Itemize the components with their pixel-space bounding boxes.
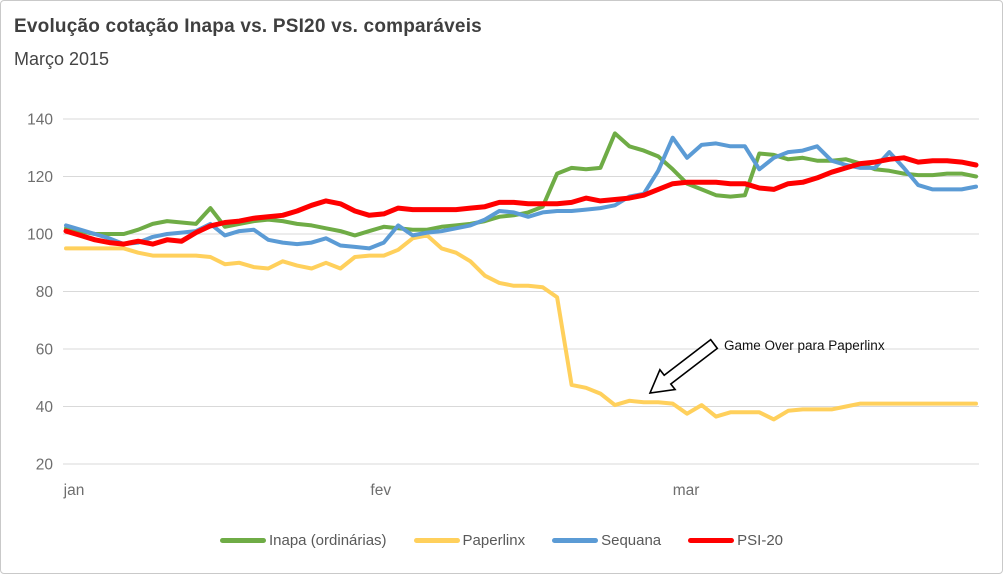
series-lines (63, 131, 979, 422)
legend-label: PSI-20 (737, 532, 784, 549)
x-axis-month-label: fev (370, 482, 391, 499)
legend-swatch (688, 538, 735, 543)
legend-label: Sequana (601, 532, 662, 549)
legend-swatch (219, 538, 266, 543)
annotation-text: Game Over para Paperlinx (724, 338, 885, 353)
legend-item-psi-20: PSI-20 (688, 532, 783, 549)
y-axis-tick-label: 120 (27, 169, 53, 186)
y-axis-tick-label: 40 (36, 399, 54, 416)
series-line-paperlinx (64, 233, 978, 422)
series-line-inapa-ordin-rias- (64, 131, 978, 238)
legend-label: Paperlinx (462, 532, 526, 549)
x-axis-labels: jan fev mar (63, 482, 700, 499)
annotation-arrow (648, 338, 719, 394)
legend-swatch (552, 538, 599, 543)
x-axis-month-label: mar (673, 482, 700, 499)
legend-item-paperlinx: Paperlinx (413, 532, 526, 549)
series-line-psi-20 (63, 155, 979, 247)
y-axis-tick-label: 100 (27, 227, 53, 244)
legend: Inapa (ordinárias) Paperlinx Sequana PSI-20 (1, 532, 1002, 549)
y-axis-tick-label: 60 (36, 342, 54, 359)
series-line-sequana (64, 135, 978, 251)
legend-item-inapa-ordin-rias-: Inapa (ordinárias) (219, 532, 387, 549)
x-axis-month-label: jan (63, 482, 85, 499)
legend-item-sequana: Sequana (552, 532, 661, 549)
gridlines (63, 118, 979, 465)
y-axis-tick-label: 140 (27, 112, 53, 129)
y-axis-tick-label: 20 (36, 457, 54, 474)
y-axis-labels: 20 40 60 80 100 120 140 (27, 112, 53, 474)
legend-label: Inapa (ordinárias) (268, 532, 387, 549)
legend-swatch (413, 538, 460, 543)
y-axis-tick-label: 80 (36, 284, 54, 301)
